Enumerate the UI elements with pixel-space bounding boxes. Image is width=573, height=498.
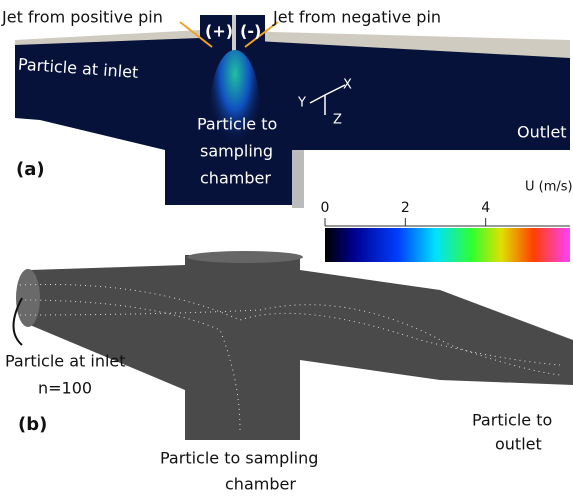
colorbar-tick-label: 0 <box>321 200 330 216</box>
panel-a-geometry <box>15 15 570 208</box>
annotation: Particle at inlet <box>5 352 126 371</box>
annotation: (+) <box>205 22 233 41</box>
annotation: Particle to <box>197 115 277 134</box>
colorbar-tick-label: 4 <box>481 200 490 216</box>
axis-label: Z <box>333 113 342 128</box>
colorbar <box>325 228 570 262</box>
annotation: outlet <box>495 435 542 454</box>
annotation: Particle to <box>472 411 552 430</box>
figure: Jet from positive pin Jet from negative … <box>0 0 573 498</box>
panel-label: (a) <box>16 159 45 180</box>
colorbar-label: U (m/s) <box>525 180 573 195</box>
annotation: (-) <box>240 22 261 41</box>
annotation: chamber <box>200 169 271 188</box>
annotation: Jet from positive pin <box>1 8 163 27</box>
axis-label: Y <box>297 96 306 111</box>
annotation: Jet from negative pin <box>272 8 441 27</box>
annotation: sampling <box>200 142 273 161</box>
colorbar-tick-label: 2 <box>401 200 410 216</box>
axis-label: X <box>343 78 352 93</box>
annotation: n=100 <box>38 379 92 398</box>
annotation: chamber <box>225 475 296 494</box>
annotation: Outlet <box>517 123 567 142</box>
panel-label: (b) <box>18 414 47 435</box>
annotation: Particle to sampling <box>160 449 318 468</box>
